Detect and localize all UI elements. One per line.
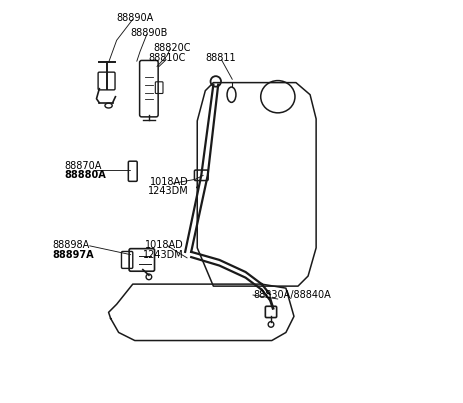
Text: 88870A: 88870A [64,161,102,171]
Text: 1018AD: 1018AD [150,177,189,187]
Text: 88898A: 88898A [52,240,89,250]
Text: 88880A: 88880A [64,170,106,180]
Text: 88810C: 88810C [148,54,186,63]
Text: 88890A: 88890A [117,13,154,23]
Text: 1018AD: 1018AD [145,240,184,250]
Text: 88811: 88811 [205,54,236,63]
Text: 1243DM: 1243DM [143,250,184,260]
Text: 88890B: 88890B [130,28,167,38]
Text: 88820C: 88820C [153,43,190,52]
Text: 88830A/88840A: 88830A/88840A [254,290,332,300]
Text: 1243DM: 1243DM [148,187,188,196]
Text: 88897A: 88897A [52,250,94,260]
